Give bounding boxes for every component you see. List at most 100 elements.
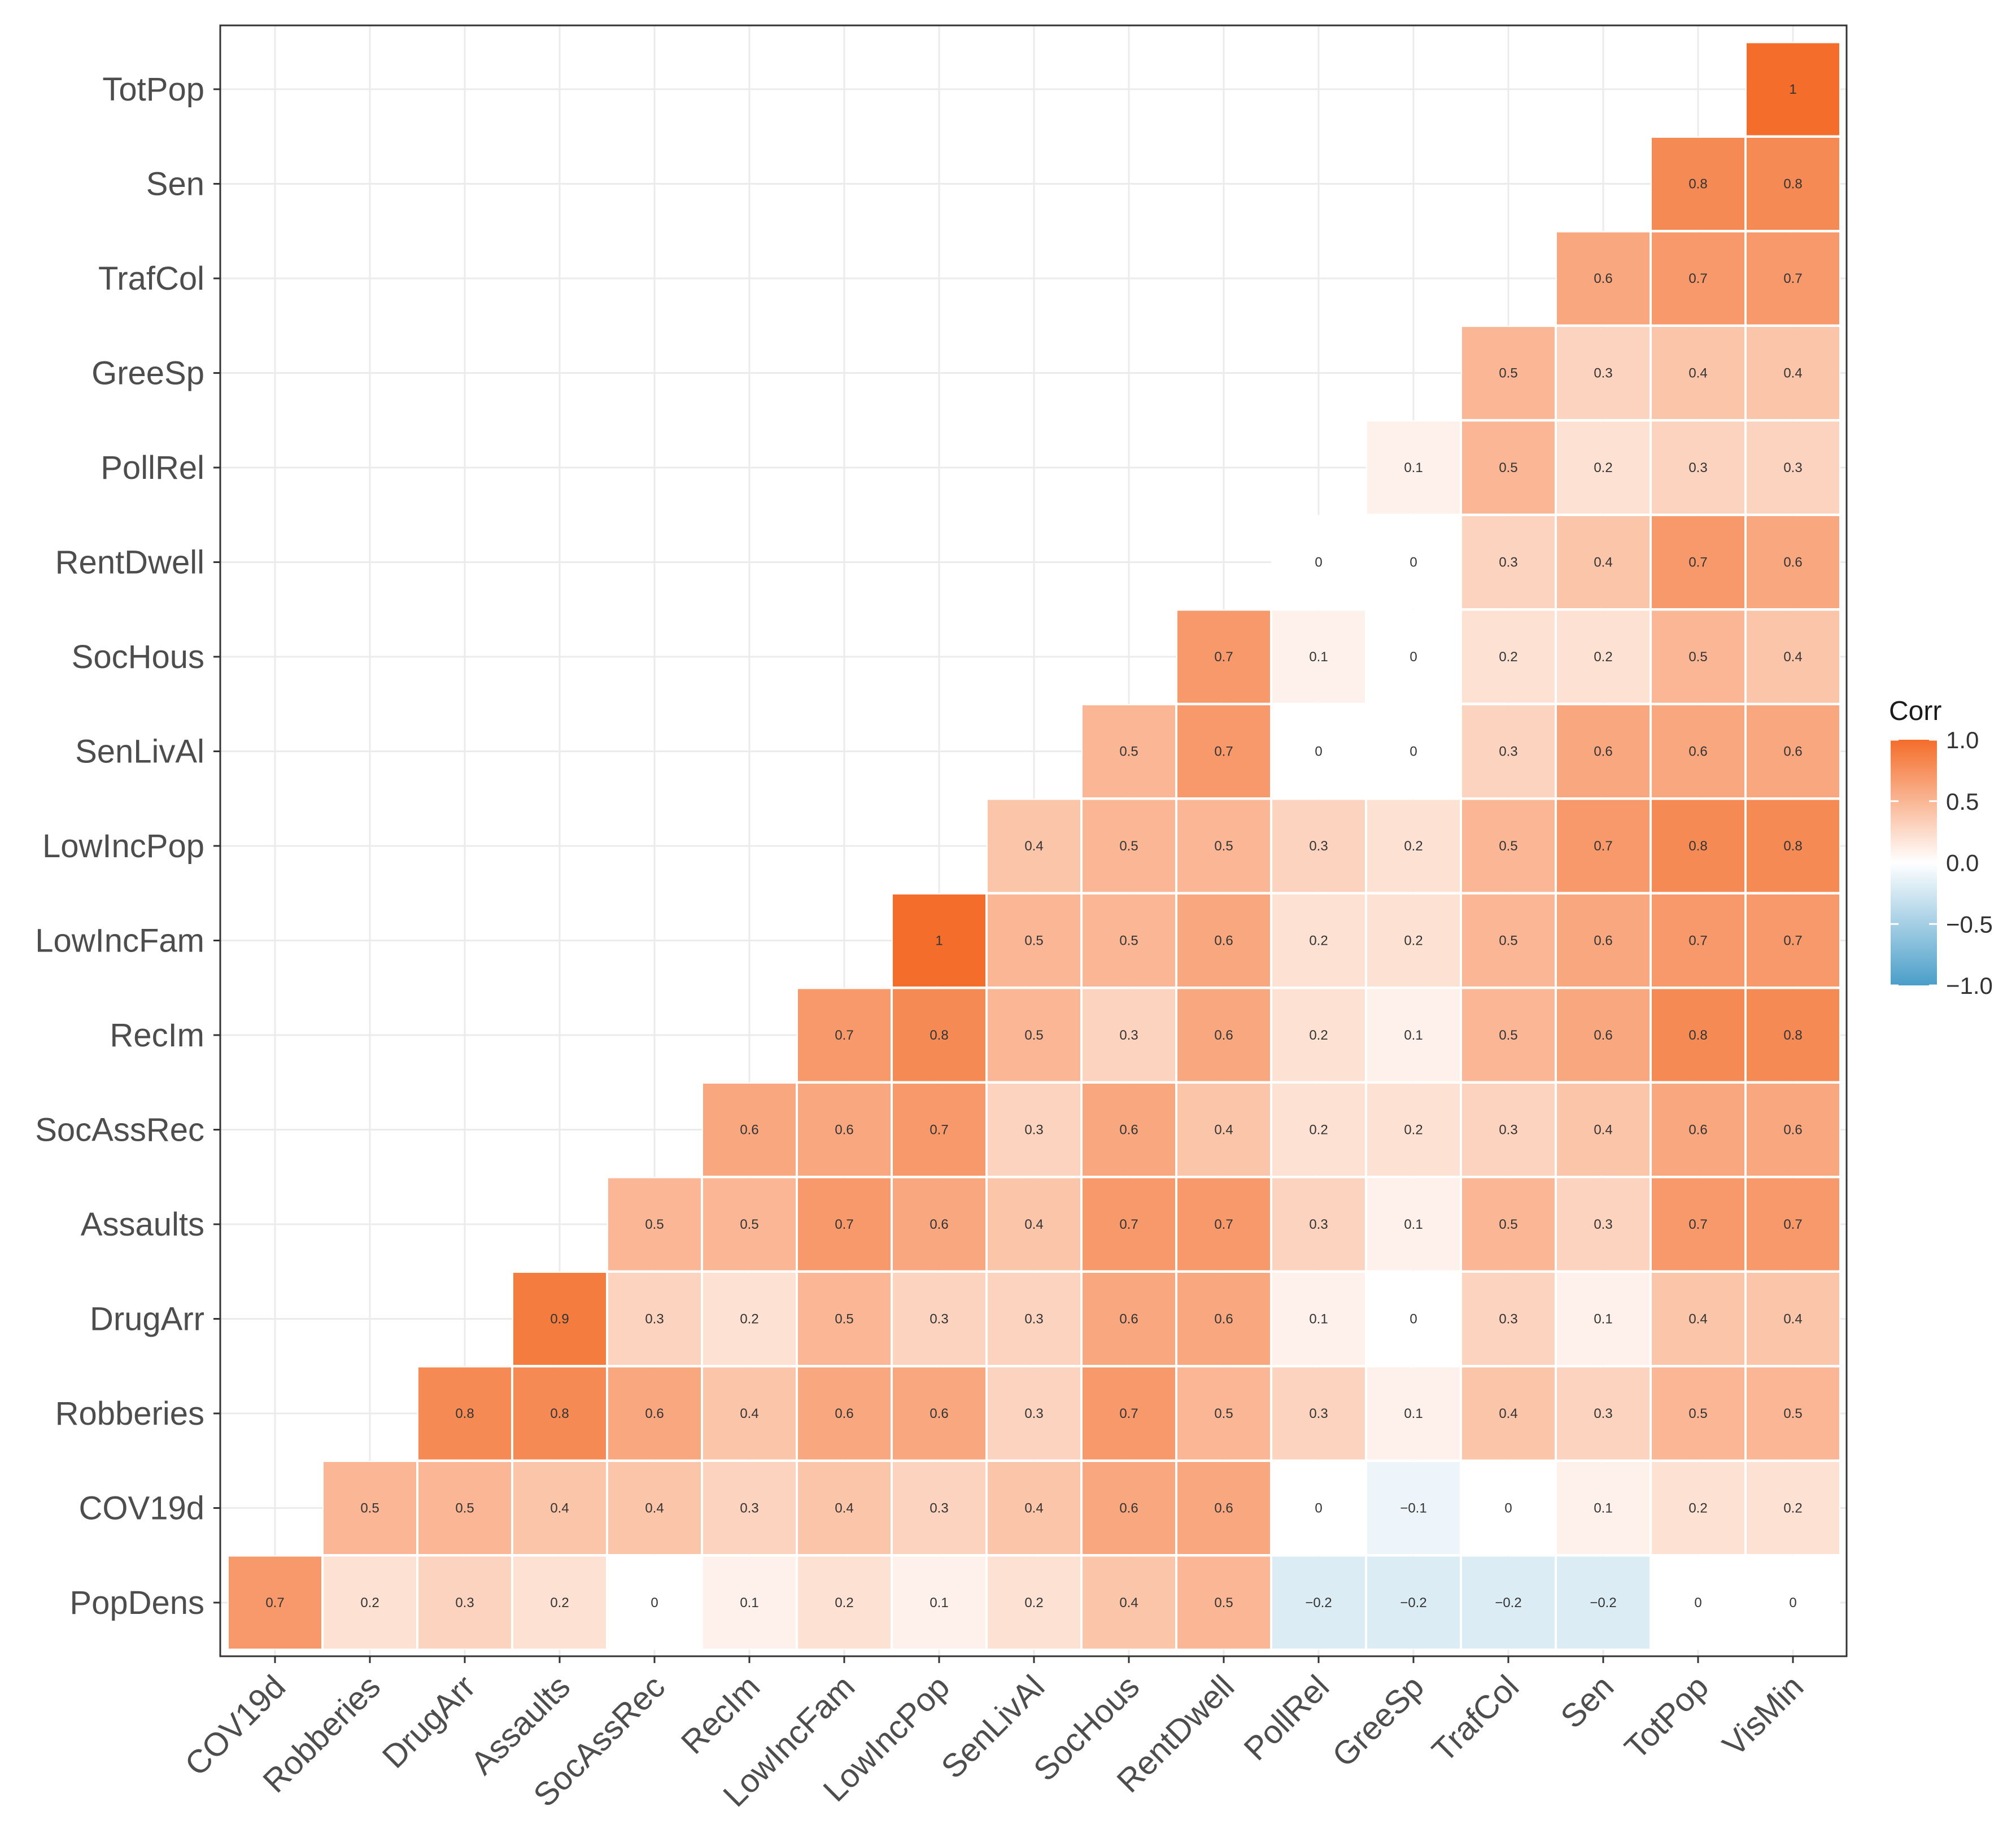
cell-value-label: 0.1 (930, 1595, 948, 1611)
cell-value-label: 0.2 (740, 1312, 758, 1327)
cell-value-label: 0.5 (1499, 1028, 1517, 1043)
cell-value-label: 0.3 (645, 1312, 664, 1327)
heatmap-cell (1461, 988, 1556, 1083)
legend-tick-label: 0.5 (1946, 788, 1979, 815)
heatmap-cell (1651, 231, 1746, 326)
heatmap-cell (797, 1272, 892, 1366)
heatmap-cell (1746, 1083, 1840, 1177)
heatmap-cell (1746, 420, 1840, 515)
cell-value-label: 0.5 (1499, 366, 1517, 381)
cell-value-label: 0.5 (1119, 839, 1138, 854)
cell-value-label: 0.7 (1214, 649, 1233, 665)
heatmap-cell (1271, 988, 1366, 1083)
y-tick-label: RecIm (110, 1017, 204, 1054)
cell-value-label: 0.3 (1499, 1123, 1517, 1138)
heatmap-cell (1366, 893, 1461, 988)
heatmap-cell (797, 1177, 892, 1272)
heatmap-cell (797, 1366, 892, 1461)
heatmap-cell (1461, 893, 1556, 988)
cell-value-label: 0.1 (1594, 1501, 1612, 1516)
cell-value-label: 0 (1504, 1501, 1512, 1516)
x-tick-label: PollRel (1237, 1668, 1336, 1767)
cell-value-label: 0.3 (930, 1312, 948, 1327)
cell-value-label: 0.5 (455, 1501, 474, 1516)
cell-value-label: −0.1 (1400, 1501, 1426, 1516)
heatmap-cell (987, 1555, 1081, 1650)
cell-value-label: 0.8 (455, 1406, 474, 1421)
heatmap-cell (1746, 1555, 1840, 1650)
cell-value-label: 0.6 (1594, 1028, 1612, 1043)
heatmap-cell (607, 1461, 702, 1555)
y-tick-label: DrugArr (90, 1301, 204, 1338)
heatmap-cell (512, 1461, 607, 1555)
heatmap-cell (1746, 988, 1840, 1083)
x-tick-label: TrafCol (1425, 1668, 1526, 1769)
y-axis: PopDens COV19d Robberies DrugArr Assaults Soc… (35, 71, 220, 1621)
heatmap-cell (417, 1461, 512, 1555)
cell-value-label: 0 (1315, 1501, 1322, 1516)
heatmap-cell (322, 1555, 417, 1650)
heatmap-cell (1461, 420, 1556, 515)
heatmap-cell (1651, 420, 1746, 515)
cell-value-label: 0.7 (1783, 933, 1802, 949)
heatmap-cell (1461, 798, 1556, 893)
heatmap-cell (1271, 1083, 1366, 1177)
cell-value-label: 0.6 (1783, 744, 1802, 760)
cell-value-label: 0.4 (1214, 1123, 1233, 1138)
cell-value-label: 0.6 (740, 1123, 758, 1138)
heatmap-cell (1651, 515, 1746, 609)
heatmap-cell (1176, 1366, 1271, 1461)
heatmap-cell (702, 1461, 797, 1555)
cell-value-label: 0.5 (1024, 1028, 1043, 1043)
heatmap-cell (1081, 988, 1176, 1083)
cell-value-label: 0.3 (1594, 1406, 1612, 1421)
cell-value-label: 0.7 (835, 1028, 853, 1043)
heatmap-cell (1271, 1366, 1366, 1461)
cell-value-label: 0.9 (550, 1312, 569, 1327)
heatmap-cell (1556, 1555, 1651, 1650)
cell-value-label: 0.2 (1024, 1595, 1043, 1611)
heatmap-cell (1366, 1555, 1461, 1650)
heatmap-cell (1746, 798, 1840, 893)
cell-value-label: 0.3 (455, 1595, 474, 1611)
heatmap-cell (1271, 1272, 1366, 1366)
y-tick-label: COV19d (79, 1490, 204, 1527)
heatmap-cell (1651, 1272, 1746, 1366)
heatmap-cell (1271, 1177, 1366, 1272)
heatmap-cell (892, 1177, 987, 1272)
heatmap-cell (1746, 1366, 1840, 1461)
cell-value-label: 0.1 (1404, 1028, 1422, 1043)
cell-value-label: 0.8 (930, 1028, 948, 1043)
heatmap-cell (1651, 704, 1746, 798)
heatmap-cell (1081, 893, 1176, 988)
cell-value-label: 0.6 (1214, 933, 1233, 949)
cell-value-label: 0.7 (1783, 1217, 1802, 1232)
cell-value-label: 0.5 (740, 1217, 758, 1232)
heatmap-cell (1366, 1177, 1461, 1272)
heatmap-cell (1271, 609, 1366, 704)
heatmap-cell (1366, 420, 1461, 515)
heatmap-cell (512, 1555, 607, 1650)
cell-value-label: 0 (651, 1595, 658, 1611)
heatmap-cell (1081, 1555, 1176, 1650)
heatmap-cell (607, 1177, 702, 1272)
cell-value-label: 0.1 (1594, 1312, 1612, 1327)
cell-value-label: 0.5 (1688, 649, 1707, 665)
heatmap-cell (1746, 1461, 1840, 1555)
cell-value-label: 0.2 (1309, 1123, 1328, 1138)
cell-value-label: 0 (1410, 555, 1417, 570)
cell-value-label: 0.1 (1404, 1406, 1422, 1421)
heatmap-cell (1461, 1177, 1556, 1272)
cell-value-label: 0.4 (1594, 555, 1612, 570)
cell-value-label: 0.5 (1119, 933, 1138, 949)
cell-value-label: 0.8 (1783, 1028, 1802, 1043)
cell-value-label: 0.8 (550, 1406, 569, 1421)
heatmap-cell (1651, 1083, 1746, 1177)
heatmap-cell (1746, 137, 1840, 231)
cell-value-label: 0.4 (740, 1406, 758, 1421)
heatmap-cell (797, 1461, 892, 1555)
cell-value-label: 0.2 (1404, 933, 1422, 949)
heatmap-cells: 0.7 0.2 0.3 0.2 0 0.1 0.2 0.1 0.2 0.4 0.5 −0.2 −0.2 −… (228, 42, 1840, 1650)
heatmap-cell (1746, 326, 1840, 420)
